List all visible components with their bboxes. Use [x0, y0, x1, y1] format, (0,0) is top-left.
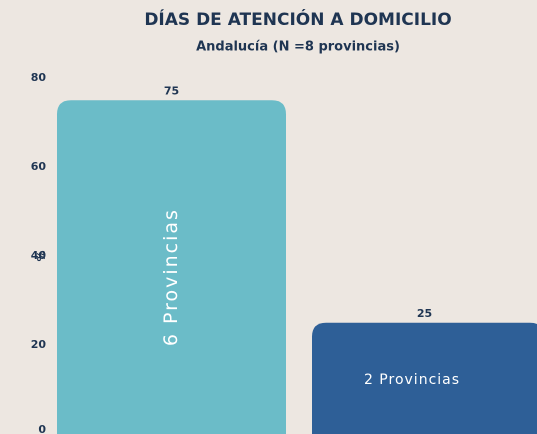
bar-label: 2 Provincias [364, 372, 460, 388]
value-label: 25 [417, 307, 432, 320]
chart-subtitle: Andalucía (N =8 provincias) [196, 40, 400, 55]
y-tick-label: 80 [31, 71, 47, 84]
bar [57, 100, 286, 434]
y-tick-label: 20 [31, 338, 47, 351]
bar-label: 6 Provincias [160, 208, 182, 346]
y-tick-label: 0 [38, 423, 46, 434]
y-tick-label: 40 [31, 249, 47, 262]
chart-title: DÍAS DE ATENCIÓN A DOMICILIO [144, 8, 451, 30]
y-tick-label: 60 [31, 160, 47, 173]
y-axis-label: % [35, 250, 48, 261]
value-label: 75 [164, 84, 179, 97]
bar [312, 322, 537, 434]
